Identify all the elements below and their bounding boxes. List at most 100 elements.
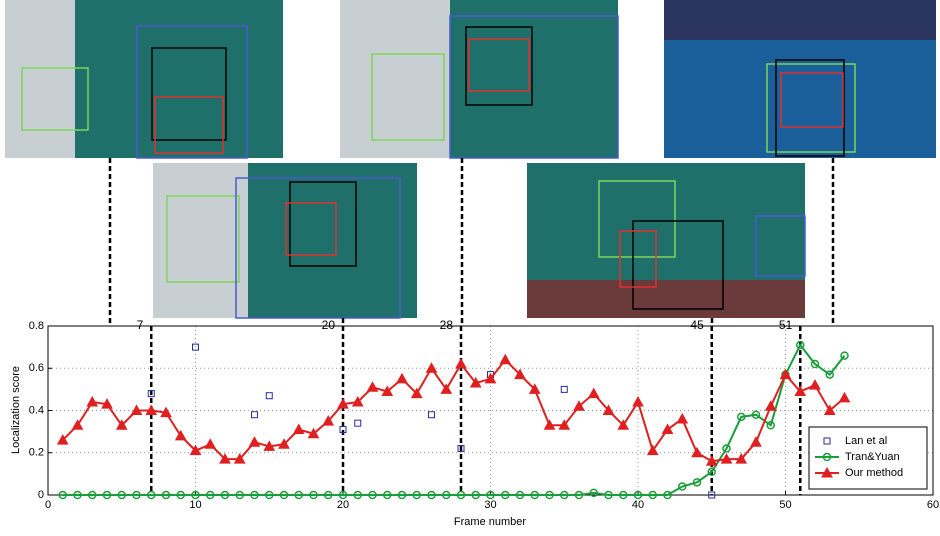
- point: [825, 370, 834, 379]
- y-tick-label: 0.2: [29, 447, 44, 459]
- point: [294, 490, 303, 500]
- point: [73, 490, 82, 500]
- point: [722, 444, 731, 453]
- point: [309, 490, 318, 500]
- point: [145, 404, 158, 415]
- point: [589, 488, 598, 498]
- point: [248, 436, 261, 447]
- point: [115, 419, 128, 430]
- point: [442, 490, 451, 500]
- x-tick-label: 30: [484, 499, 496, 511]
- point: [558, 419, 571, 430]
- point: [456, 490, 466, 500]
- point: [292, 423, 305, 435]
- point: [56, 434, 69, 445]
- thumbnail: [153, 163, 417, 319]
- point: [766, 421, 775, 430]
- point: [602, 404, 615, 415]
- frame-marker-label: 7: [137, 318, 144, 332]
- point: [707, 467, 716, 477]
- point: [574, 490, 584, 500]
- point: [189, 444, 202, 456]
- point: [383, 490, 392, 500]
- point: [560, 490, 569, 500]
- frame-marker-label: 45: [690, 318, 704, 332]
- point: [676, 412, 689, 424]
- point: [678, 482, 687, 491]
- point: [251, 411, 258, 419]
- point: [102, 490, 112, 500]
- point: [147, 390, 155, 398]
- point: [396, 372, 408, 384]
- point: [751, 410, 761, 419]
- point: [764, 400, 777, 411]
- point: [307, 427, 320, 439]
- point: [338, 490, 348, 500]
- point: [86, 396, 99, 407]
- x-tick-label: 20: [337, 499, 349, 511]
- frame-marker-label: 28: [440, 318, 454, 332]
- point: [486, 490, 495, 500]
- frame-marker-label: 20: [322, 318, 336, 332]
- point: [604, 490, 613, 500]
- point: [410, 387, 423, 399]
- x-tick-label: 0: [45, 499, 51, 511]
- point: [192, 343, 199, 351]
- thumbnails: [5, 0, 936, 319]
- y-tick-label: 0.6: [29, 362, 44, 374]
- point: [455, 357, 467, 369]
- y-tick-label: 0: [38, 489, 44, 501]
- point: [354, 419, 362, 427]
- point: [265, 490, 274, 500]
- point: [779, 368, 792, 380]
- point: [191, 490, 200, 500]
- point: [397, 490, 407, 500]
- point: [543, 419, 556, 430]
- point: [130, 404, 143, 415]
- point: [219, 453, 231, 464]
- y-axis-label: Localization score: [10, 366, 22, 454]
- point: [560, 385, 568, 393]
- x-tick-label: 10: [189, 499, 201, 511]
- thumbnail: [527, 163, 806, 318]
- legend-label: Tran&Yuan: [845, 451, 900, 463]
- point: [840, 351, 849, 360]
- legend-label: Our method: [845, 467, 903, 479]
- point: [117, 490, 126, 500]
- point: [337, 398, 349, 409]
- point: [484, 372, 497, 384]
- point: [265, 392, 273, 400]
- point: [515, 490, 525, 500]
- point: [737, 412, 746, 422]
- thumbnail: [5, 0, 283, 159]
- point: [235, 490, 244, 500]
- point: [530, 490, 539, 500]
- thumbnail: [340, 0, 619, 159]
- point: [412, 490, 421, 500]
- point: [204, 438, 217, 449]
- point: [617, 419, 630, 430]
- point: [794, 385, 807, 396]
- point: [809, 379, 821, 390]
- point: [160, 406, 172, 418]
- point: [632, 396, 644, 407]
- point: [469, 377, 482, 388]
- point: [220, 490, 230, 500]
- point: [132, 490, 141, 500]
- x-tick-label: 50: [779, 499, 791, 511]
- point: [324, 490, 333, 500]
- point: [339, 426, 347, 434]
- point: [425, 362, 438, 373]
- point: [619, 490, 628, 500]
- point: [691, 446, 703, 458]
- point: [366, 381, 379, 392]
- point: [368, 490, 377, 500]
- point: [440, 383, 453, 394]
- point: [457, 445, 465, 453]
- point: [528, 383, 541, 394]
- x-tick-label: 40: [632, 499, 644, 511]
- point: [428, 411, 435, 419]
- point: [501, 490, 510, 500]
- point: [663, 490, 672, 500]
